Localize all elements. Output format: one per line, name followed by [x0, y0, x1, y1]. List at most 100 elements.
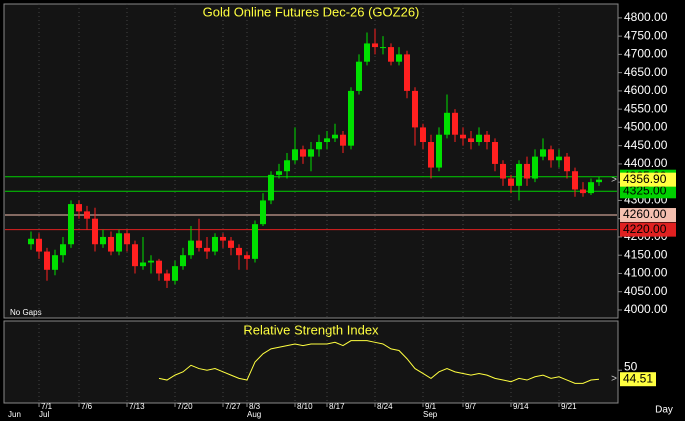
rsi-title: Relative Strength Index: [243, 322, 379, 337]
candle-body: [108, 236, 114, 252]
candle-body: [572, 171, 578, 190]
candle-body: [148, 260, 154, 263]
candle-body: [76, 204, 82, 212]
chart-title: Gold Online Futures Dec-26 (GOZ26): [203, 4, 420, 19]
y-tick-label: 4500.00: [624, 120, 668, 134]
candle-body: [60, 244, 66, 256]
arrow: >: [611, 175, 617, 186]
candle-body: [324, 138, 330, 143]
candle-body: [244, 255, 250, 259]
x-tick-label: 7/20: [177, 402, 193, 411]
candle-body: [340, 134, 346, 146]
candle-body: [444, 112, 450, 135]
candle-body: [380, 47, 386, 49]
candle-body: [564, 156, 570, 172]
candle-body: [308, 149, 314, 157]
x-tick-label: 7/6: [81, 402, 93, 411]
candle-body: [84, 211, 90, 219]
x-tick-label: 9/14: [513, 402, 529, 411]
candle-body: [284, 160, 290, 172]
candle-body: [452, 112, 458, 135]
candle-body: [276, 171, 282, 175]
candle-body: [540, 149, 546, 157]
x-tick-label: 7/13: [129, 402, 145, 411]
candle-body: [68, 204, 74, 245]
candle-body: [36, 238, 42, 252]
x-tick-label: 8/10: [297, 402, 313, 411]
x-tick-label: 9/21: [561, 402, 577, 411]
rsi-panel: [3, 320, 619, 404]
candle-body: [132, 244, 138, 267]
candle-body: [236, 247, 242, 256]
candle-body: [116, 233, 122, 252]
candle-body: [124, 233, 130, 245]
candle-body: [508, 178, 514, 186]
last-price-label: 4356.90: [623, 172, 667, 186]
arrow: >: [611, 374, 617, 385]
candle-body: [364, 43, 370, 62]
x-tick-label: 8/3: [249, 402, 261, 411]
candle-body: [460, 134, 466, 139]
month-label: Jun: [8, 410, 21, 419]
candle-body: [548, 149, 554, 161]
y-tick-label: 4400.00: [624, 156, 668, 170]
candle-body: [28, 238, 34, 245]
candle-body: [388, 47, 394, 62]
candle-body: [268, 174, 274, 201]
month-label: Sep: [423, 410, 438, 419]
level-label: 4325.00: [623, 183, 667, 197]
candle-body: [412, 90, 418, 128]
candle-body: [212, 236, 218, 252]
candle-body: [468, 138, 474, 143]
month-label: Aug: [247, 410, 261, 419]
candle-body: [500, 163, 506, 179]
rsi-value-box: [620, 372, 656, 387]
candle-body: [532, 156, 538, 179]
candle-body: [580, 189, 586, 194]
candle-body: [292, 149, 298, 161]
level-label: 4220.00: [623, 222, 667, 236]
y-tick-label: 50: [624, 359, 638, 373]
y-tick-label: 4600.00: [624, 83, 668, 97]
candle-body: [172, 266, 178, 281]
x-tick-label: 8/17: [329, 402, 345, 411]
candle-body: [476, 134, 482, 143]
rsi-value-label: 44.51: [623, 371, 653, 385]
candle-body: [404, 54, 410, 91]
candle-body: [332, 134, 338, 139]
candle-body: [316, 142, 322, 150]
candle-body: [372, 43, 378, 48]
candle-body: [348, 90, 354, 146]
candle-body: [228, 240, 234, 248]
level-box: [620, 208, 676, 223]
candle-body: [516, 163, 522, 186]
x-axis-label: Day: [655, 405, 673, 416]
y-tick-label: 4800.00: [624, 10, 668, 24]
candle-body: [52, 255, 58, 270]
level-label: 4260.00: [623, 207, 667, 221]
y-tick-label: 4700.00: [624, 47, 668, 61]
y-tick-label: 4450.00: [624, 138, 668, 152]
candle-body: [188, 240, 194, 256]
rsi-line: [158, 340, 600, 384]
y-tick-label: 4550.00: [624, 101, 668, 115]
candle-body: [300, 149, 306, 157]
candle-body: [428, 142, 434, 168]
candle-body: [156, 260, 162, 274]
y-tick-label: 4050.00: [624, 284, 668, 298]
candle-body: [140, 262, 146, 267]
candle-body: [204, 247, 210, 252]
x-tick-label: 7/1: [41, 402, 53, 411]
candle-body: [436, 134, 442, 168]
candle-body: [396, 54, 402, 62]
y-tick-label: 4650.00: [624, 65, 668, 79]
candle-body: [220, 236, 226, 241]
candle-body: [556, 156, 562, 161]
level-box: [620, 222, 676, 237]
y-tick-label: 4100.00: [624, 266, 668, 280]
candle-body: [196, 240, 202, 248]
y-tick-label: 4150.00: [624, 247, 668, 261]
x-tick-label: 8/24: [377, 402, 393, 411]
